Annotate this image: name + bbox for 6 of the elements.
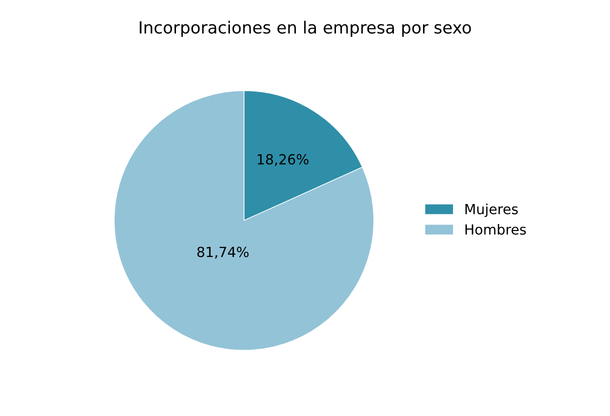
legend-label: Mujeres bbox=[465, 204, 518, 218]
legend-label: Hombres bbox=[465, 224, 526, 235]
data-label: 18,26% bbox=[258, 154, 308, 166]
data-label: 81,74% bbox=[197, 246, 249, 259]
pie-slice bbox=[114, 90, 374, 351]
chart-title: Incorporaciones en la empresa por sexo bbox=[140, 20, 471, 37]
